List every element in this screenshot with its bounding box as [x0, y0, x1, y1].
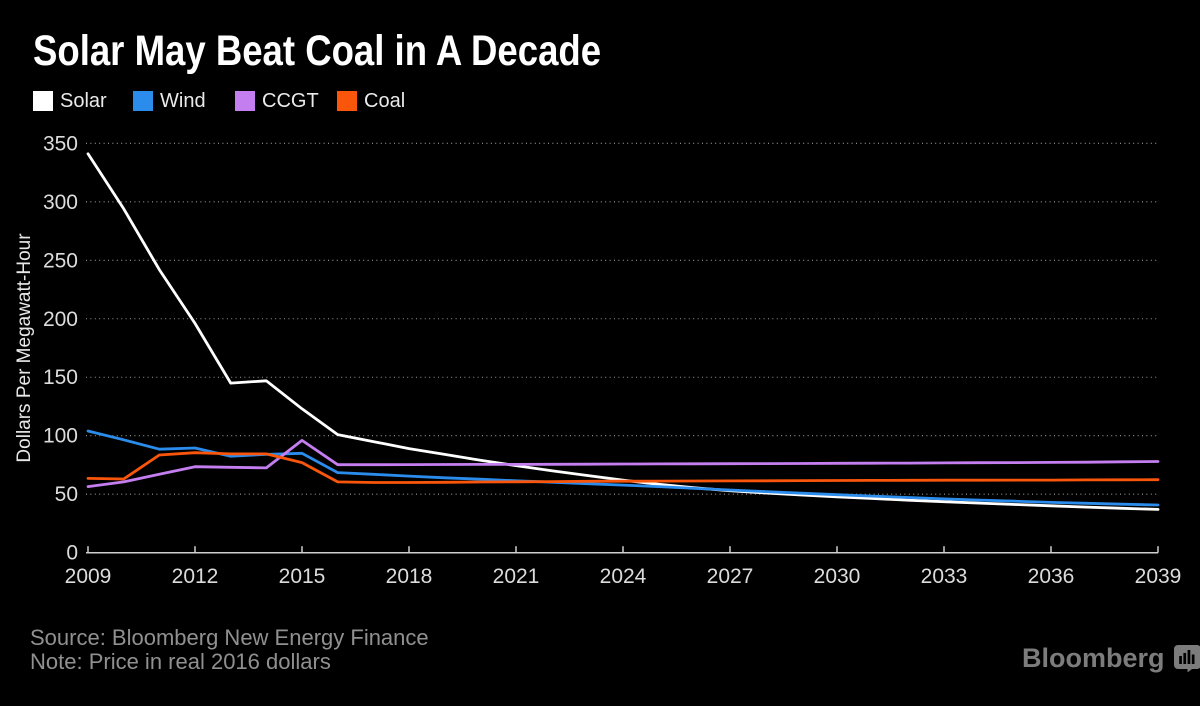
y-tick-label: 200 — [43, 308, 78, 331]
source-note: Source: Bloomberg New Energy Finance — [30, 625, 429, 650]
legend-label: Wind — [160, 90, 206, 112]
legend-label: Coal — [364, 90, 406, 112]
series-line-ccgt — [86, 438, 1160, 489]
legend-item-solar: Solar — [33, 90, 107, 112]
wind-swatch-icon — [133, 91, 153, 111]
x-tick-label: 2015 — [279, 565, 326, 588]
x-tick-label: 2039 — [1135, 565, 1182, 588]
y-tick-label: 250 — [43, 249, 78, 272]
x-tick-label: 2021 — [493, 565, 540, 588]
x-tick-label: 2027 — [707, 565, 754, 588]
y-tick-label: 150 — [43, 366, 78, 389]
y-tick-label: 300 — [43, 191, 78, 214]
bloomberg-logo-icon — [1173, 645, 1200, 672]
y-tick-label: 50 — [55, 483, 78, 506]
bloomberg-brand: Bloomberg — [1022, 645, 1200, 672]
bloomberg-wordmark: Bloomberg — [1022, 643, 1165, 673]
price-note: Note: Price in real 2016 dollars — [30, 649, 331, 674]
legend-item-coal: Coal — [337, 90, 405, 112]
y-tick-label: 0 — [66, 542, 78, 565]
x-tick-label: 2018 — [386, 565, 433, 588]
x-tick-label: 2030 — [814, 565, 861, 588]
chart-title: Solar May Beat Coal in A Decade — [33, 27, 602, 75]
x-tick-label: 2036 — [1028, 565, 1075, 588]
x-tick-label: 2024 — [600, 565, 647, 588]
x-tick-label: 2009 — [65, 565, 112, 588]
series-line-coal — [86, 451, 1160, 484]
legend-item-ccgt: CCGT — [235, 90, 319, 112]
x-tick-label: 2012 — [172, 565, 219, 588]
solar-swatch-icon — [33, 91, 53, 111]
chart-footer: Source: Bloomberg New Energy Finance Not… — [30, 626, 429, 674]
x-tick-label: 2033 — [921, 565, 968, 588]
legend-item-wind: Wind — [133, 90, 206, 112]
chart-legend: Solar Wind CCGT Coal — [0, 90, 1200, 114]
legend-label: Solar — [60, 90, 107, 112]
coal-swatch-icon — [337, 91, 357, 111]
y-tick-label: 100 — [43, 425, 78, 448]
legend-label: CCGT — [262, 90, 319, 112]
ccgt-swatch-icon — [235, 91, 255, 111]
y-tick-label: 350 — [43, 132, 78, 155]
y-axis-title: Dollars Per Megawatt-Hour — [14, 233, 35, 463]
